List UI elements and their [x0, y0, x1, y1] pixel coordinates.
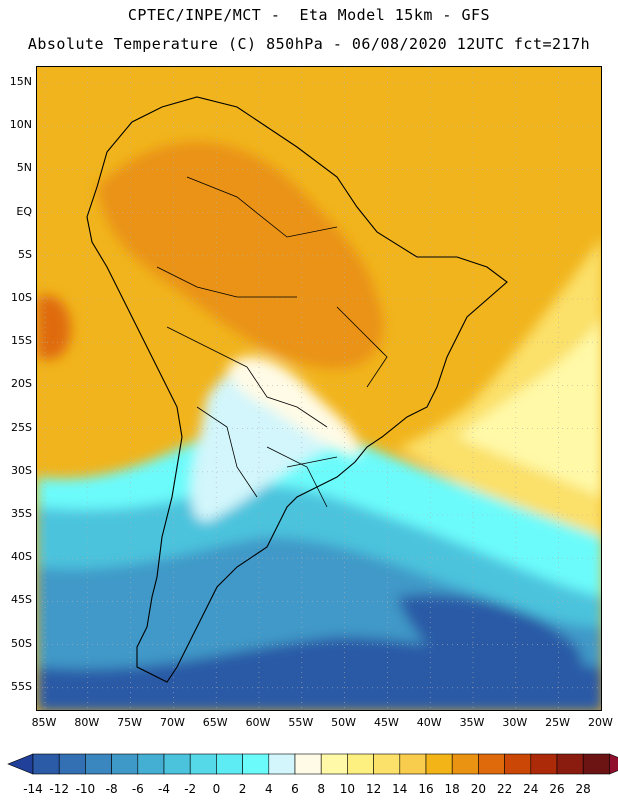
colorbar-tick-label: 4 — [264, 782, 273, 796]
colorbar-swatch — [58, 753, 86, 775]
colorbar-swatch — [320, 753, 348, 775]
colorbar-swatch — [85, 753, 112, 775]
colorbar-tick-label: -14 — [23, 782, 43, 796]
colorbar-tick-label: 14 — [392, 782, 408, 796]
field-deep-blue-se — [397, 594, 583, 690]
country-borders — [156, 176, 388, 508]
colorbar-swatch — [347, 753, 374, 775]
lat-tick-label: 10S — [11, 291, 32, 304]
lat-tick-label: 50S — [11, 636, 32, 650]
colorbar-tick-label: 22 — [496, 782, 513, 796]
colorbar-swatch — [189, 753, 217, 775]
lon-tick-label: 35W — [459, 716, 485, 729]
colorbar — [7, 753, 618, 775]
lat-tick-label: 45S — [11, 593, 32, 607]
lat-tick-label: 5S — [18, 247, 32, 261]
field-hot-core — [97, 142, 384, 369]
colorbar-tick-label: -8 — [105, 782, 118, 796]
field-pale-yellow-east — [457, 319, 601, 497]
lat-tick-label: 15S — [11, 334, 32, 348]
lon-tick-label: 55W — [288, 716, 314, 729]
colorbar-swatch — [451, 753, 479, 775]
colorbar-tick-label: -10 — [75, 782, 96, 796]
colorbar-tick-label: -12 — [49, 782, 69, 796]
colorbar-tick-label: 0 — [212, 782, 221, 796]
lat-tick-label: 15N — [9, 75, 32, 88]
colorbar-tick-label: 28 — [575, 782, 591, 796]
colorbar-swatch — [268, 753, 296, 775]
colorbar-swatch — [111, 753, 139, 775]
colorbar-swatch — [478, 753, 505, 775]
colorbar-swatch — [399, 753, 427, 775]
colorbar-swatch — [582, 753, 610, 775]
colorbar-tick-label: 6 — [291, 782, 299, 796]
lat-tick-label: 40S — [11, 550, 32, 564]
lat-tick-label: 35S — [11, 507, 32, 520]
colorbar-tick-label: 2 — [238, 782, 247, 796]
lat-tick-label: 5N — [16, 161, 32, 175]
colorbar-swatch — [216, 753, 243, 775]
lon-tick-label: 85W — [31, 716, 57, 729]
field-yellow-east — [397, 239, 601, 566]
temperature-map — [37, 67, 601, 710]
lon-tick-label: 50W — [331, 716, 357, 729]
colorbar-swatch — [32, 753, 60, 775]
field-cream-wedge — [227, 356, 359, 457]
lat-tick-label: 20S — [11, 377, 32, 391]
lat-tick-label: 10N — [9, 118, 32, 132]
lon-tick-label: 70W — [159, 716, 185, 729]
colorbar-swatch — [294, 753, 322, 775]
field-pale-cyan-wedge — [191, 366, 337, 522]
colorbar-tick-label: 12 — [365, 782, 382, 796]
colorbar-tick-label: 26 — [549, 782, 565, 796]
lon-tick-label: 60W — [245, 716, 271, 729]
colorbar-tick-label: 16 — [418, 782, 434, 796]
lon-tick-label: 65W — [202, 716, 228, 729]
colorbar-tick-label: 8 — [317, 782, 325, 796]
colorbar-tick-label: 18 — [444, 782, 460, 796]
lat-tick-label: 55S — [11, 679, 32, 693]
colorbar-swatch — [530, 753, 558, 775]
map-frame — [36, 66, 602, 711]
lon-tick-label: 25W — [545, 716, 571, 729]
colorbar-swatch — [163, 753, 191, 775]
field-hot-west — [37, 295, 71, 360]
chart-title-line-1: CPTEC/INPE/MCT - Eta Model 15km - GFS — [127, 6, 491, 24]
colorbar-tick-label: 10 — [339, 782, 356, 796]
lat-tick-label: 25S — [11, 420, 32, 434]
colorbar-tick-label: -6 — [131, 782, 144, 796]
lat-tick-label: 30S — [11, 463, 32, 477]
chart-title-line-2: Absolute Temperature (C) 850hPa - 06/08/… — [27, 35, 591, 53]
colorbar-left-arrow — [7, 753, 34, 775]
colorbar-tick-label: -2 — [184, 782, 197, 796]
colorbar-right-arrow — [609, 753, 618, 775]
colorbar-swatch — [425, 753, 453, 775]
colorbar-swatch — [242, 753, 270, 775]
lon-tick-label: 45W — [373, 716, 399, 729]
lon-tick-label: 20W — [587, 716, 613, 729]
lon-tick-label: 30W — [502, 716, 528, 729]
colorbar-tick-label: 20 — [470, 782, 487, 796]
colorbar-swatch — [504, 753, 532, 775]
colorbar-swatch — [556, 753, 584, 775]
colorbar-tick-label: -4 — [158, 782, 170, 796]
lon-tick-label: 40W — [416, 716, 442, 729]
lon-tick-label: 75W — [117, 716, 143, 729]
south-america-coastline — [86, 96, 508, 683]
colorbar-tick-label: 24 — [523, 782, 539, 796]
colorbar-swatch — [373, 753, 401, 775]
colorbar-swatch — [137, 753, 165, 775]
lat-tick-label: EQ — [16, 204, 32, 218]
lon-tick-label: 80W — [74, 716, 100, 729]
